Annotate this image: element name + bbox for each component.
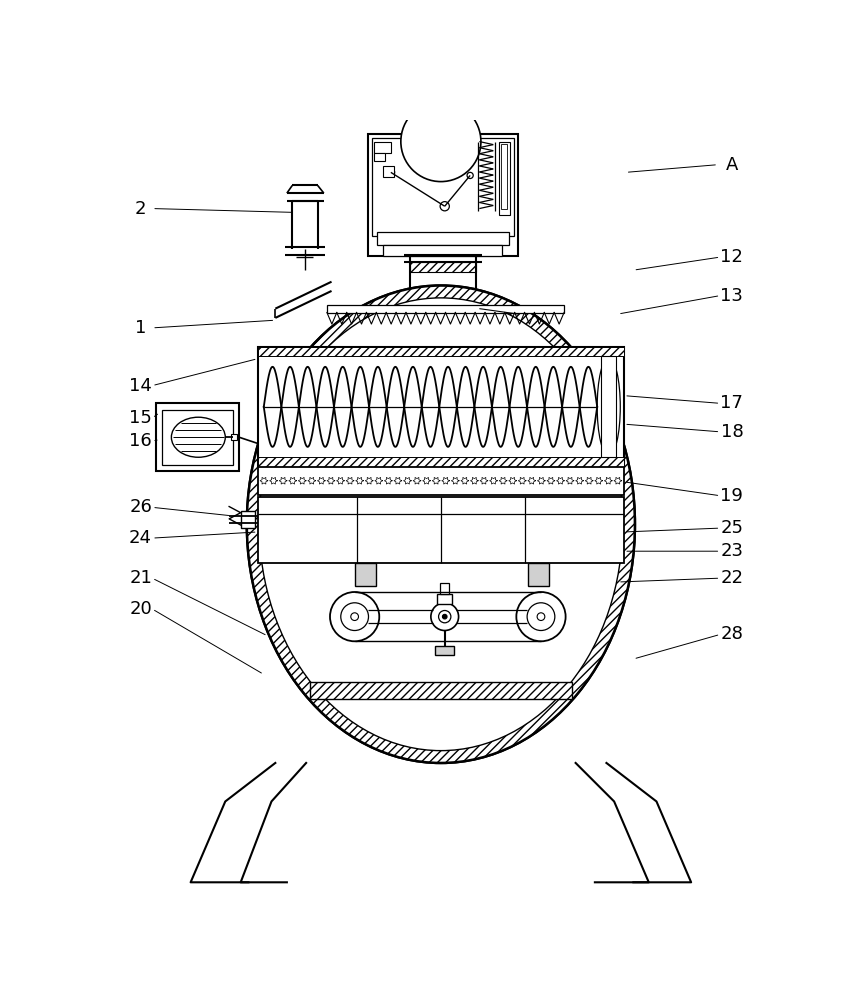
Text: 19: 19 bbox=[721, 487, 743, 505]
Bar bbox=[241, 511, 255, 528]
Text: 25: 25 bbox=[721, 519, 743, 537]
Text: 17: 17 bbox=[721, 394, 743, 412]
Circle shape bbox=[537, 613, 545, 620]
Circle shape bbox=[387, 169, 394, 176]
Circle shape bbox=[440, 202, 449, 211]
Bar bbox=[162, 410, 233, 465]
Bar bbox=[257, 457, 624, 466]
Bar bbox=[601, 356, 616, 457]
Circle shape bbox=[467, 172, 474, 179]
Bar bbox=[383, 166, 393, 177]
Bar bbox=[437, 594, 452, 604]
Bar bbox=[355, 563, 376, 586]
Text: 13: 13 bbox=[721, 287, 743, 305]
Bar bbox=[232, 434, 237, 440]
Ellipse shape bbox=[598, 358, 620, 456]
Text: 18: 18 bbox=[721, 423, 743, 441]
Bar bbox=[257, 466, 624, 495]
Text: 26: 26 bbox=[129, 498, 152, 516]
Circle shape bbox=[430, 603, 459, 631]
Bar bbox=[257, 347, 624, 356]
Bar bbox=[383, 245, 503, 256]
Circle shape bbox=[438, 610, 451, 623]
Text: 21: 21 bbox=[129, 569, 152, 587]
Bar bbox=[440, 583, 449, 594]
Bar bbox=[499, 142, 511, 215]
Text: 2: 2 bbox=[135, 200, 146, 218]
Circle shape bbox=[330, 592, 380, 641]
Bar bbox=[257, 497, 624, 563]
Bar bbox=[377, 232, 509, 245]
Circle shape bbox=[443, 614, 447, 619]
Bar bbox=[368, 134, 517, 256]
Text: 23: 23 bbox=[721, 542, 743, 560]
Bar bbox=[528, 563, 549, 586]
Circle shape bbox=[517, 592, 566, 641]
Text: A: A bbox=[726, 156, 738, 174]
Text: 20: 20 bbox=[129, 600, 152, 618]
Bar bbox=[327, 305, 564, 312]
Text: 16: 16 bbox=[129, 432, 152, 450]
Text: 22: 22 bbox=[721, 569, 743, 587]
Bar bbox=[156, 403, 239, 471]
Ellipse shape bbox=[259, 298, 623, 751]
Bar bbox=[410, 262, 475, 272]
Bar bbox=[310, 682, 572, 699]
Text: 14: 14 bbox=[129, 377, 152, 395]
Text: 24: 24 bbox=[129, 529, 152, 547]
Circle shape bbox=[527, 603, 554, 631]
Bar bbox=[372, 138, 514, 236]
Ellipse shape bbox=[247, 286, 635, 763]
Circle shape bbox=[401, 102, 481, 182]
Ellipse shape bbox=[171, 417, 226, 457]
Text: 15: 15 bbox=[129, 409, 152, 427]
Text: 28: 28 bbox=[721, 625, 743, 643]
Bar bbox=[501, 144, 507, 209]
Circle shape bbox=[341, 603, 369, 631]
Bar bbox=[374, 153, 385, 161]
Bar bbox=[374, 142, 391, 153]
Bar bbox=[436, 646, 454, 655]
Text: 1: 1 bbox=[135, 319, 146, 337]
Text: 12: 12 bbox=[721, 248, 743, 266]
Circle shape bbox=[350, 613, 358, 620]
Bar bbox=[257, 347, 624, 466]
